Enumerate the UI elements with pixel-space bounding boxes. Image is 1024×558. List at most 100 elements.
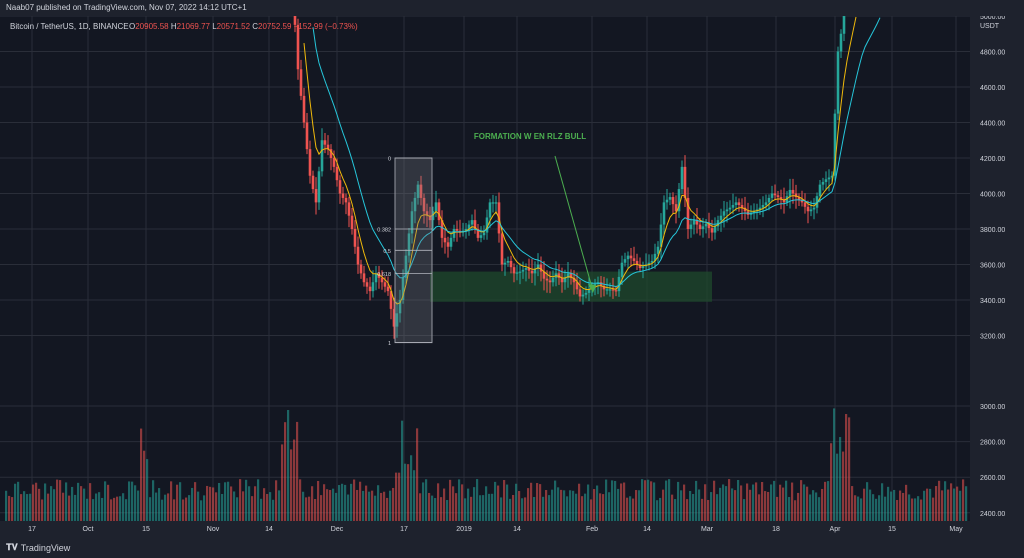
candle-body	[476, 229, 480, 238]
volume-bar	[929, 488, 932, 521]
volume-bar	[17, 481, 20, 521]
volume-bar	[542, 496, 545, 521]
volume-tick-label: 2400.00	[980, 511, 1005, 518]
volume-bar	[371, 490, 374, 521]
volume-bar	[20, 494, 23, 521]
volume-bar	[137, 490, 140, 521]
volume-bar	[518, 491, 521, 521]
volume-bar	[113, 497, 116, 521]
volume-bar	[350, 483, 353, 521]
volume-bar	[308, 496, 311, 521]
volume-bar	[128, 481, 131, 521]
candle-body	[557, 273, 561, 278]
volume-bar	[29, 493, 32, 521]
candle-body	[482, 232, 486, 236]
annotation-layer: FORMATION W EN RLZ BULL	[474, 132, 596, 293]
brand-name: TradingView	[20, 542, 71, 553]
time-tick-label: Apr	[830, 526, 842, 533]
candle-body	[548, 280, 552, 283]
candle-body	[647, 262, 651, 265]
volume-bar	[515, 483, 518, 521]
volume-bar	[824, 481, 827, 521]
candle-body	[698, 224, 702, 229]
candle-body	[356, 246, 360, 265]
volume-bar	[494, 481, 497, 521]
volume-bar	[740, 485, 743, 521]
candle-body	[716, 220, 720, 227]
volume-bar	[758, 494, 761, 521]
candle-body	[788, 189, 792, 197]
volume-bar	[572, 490, 575, 521]
volume-bar	[851, 486, 854, 521]
volume-bar	[521, 498, 524, 521]
volume-bar	[509, 498, 512, 521]
candle-body	[806, 206, 810, 212]
volume-bar	[803, 484, 806, 521]
volume-bar	[26, 494, 29, 521]
candle-body	[419, 184, 423, 198]
candle-body	[296, 24, 300, 70]
volume-bar	[554, 480, 557, 521]
ohlc-part: L	[210, 22, 217, 31]
volume-bar	[506, 484, 509, 521]
candle-body	[503, 262, 507, 265]
ema-fast-line	[303, 16, 857, 305]
candle-body	[347, 202, 351, 216]
candle-body	[551, 277, 555, 283]
candle-body	[839, 33, 843, 52]
volume-bar	[89, 483, 92, 521]
volume-bar	[143, 450, 146, 521]
volume-bar	[167, 493, 170, 521]
candle-body	[344, 197, 348, 203]
candle-body	[692, 220, 696, 225]
volume-bar	[56, 479, 59, 521]
candle-body	[809, 209, 813, 212]
candle-body	[395, 313, 399, 327]
candle-body	[512, 267, 516, 274]
tradingview-logo[interactable]: 𝐓𝐕 TradingView	[6, 542, 70, 553]
volume-bar	[569, 490, 572, 521]
candle-body	[467, 224, 471, 229]
candle-body	[353, 229, 357, 247]
volume-bar	[197, 491, 200, 521]
candle-body	[617, 276, 621, 292]
candle-body	[608, 289, 612, 291]
time-tick-label: 2019	[456, 526, 472, 533]
volume-bar	[530, 482, 533, 521]
volume-bar	[815, 492, 818, 521]
volume-bar	[188, 495, 191, 521]
candle-body	[464, 229, 468, 231]
volume-bar	[710, 492, 713, 521]
volume-bar	[908, 494, 911, 521]
candle-body	[728, 207, 732, 210]
volume-bar	[956, 486, 959, 521]
volume-bar	[965, 486, 968, 521]
volume-bar	[854, 495, 857, 521]
candle-body	[611, 289, 615, 291]
volume-bar	[380, 492, 383, 521]
candle-body	[602, 285, 606, 290]
symbol-title: Bitcoin / TetherUS, 1D, BINANCE	[10, 22, 129, 31]
candle-body	[719, 215, 723, 221]
candle-body	[758, 207, 762, 210]
candle-body	[815, 196, 819, 208]
volume-bar	[701, 498, 704, 521]
candle-body	[680, 166, 684, 190]
ohlc-part: O	[129, 22, 135, 31]
volume-bar	[284, 422, 287, 521]
volume-tick-label: 3000.00	[980, 404, 1005, 411]
volume-bar	[812, 490, 815, 521]
candle-body	[488, 202, 492, 218]
candle-body	[737, 202, 741, 206]
volume-bar	[782, 487, 785, 521]
volume-bar	[614, 480, 617, 521]
volume-bar	[23, 491, 26, 521]
volume-bar	[653, 482, 656, 521]
volume-bar	[314, 499, 317, 521]
candle-body	[779, 197, 783, 200]
volume-bar	[863, 488, 866, 521]
fibonacci-retracement[interactable]: 0 0.382 0.5 0.618 1	[377, 157, 433, 348]
price-tick-label: 4000.00	[980, 192, 1005, 199]
candle-body	[764, 202, 768, 206]
